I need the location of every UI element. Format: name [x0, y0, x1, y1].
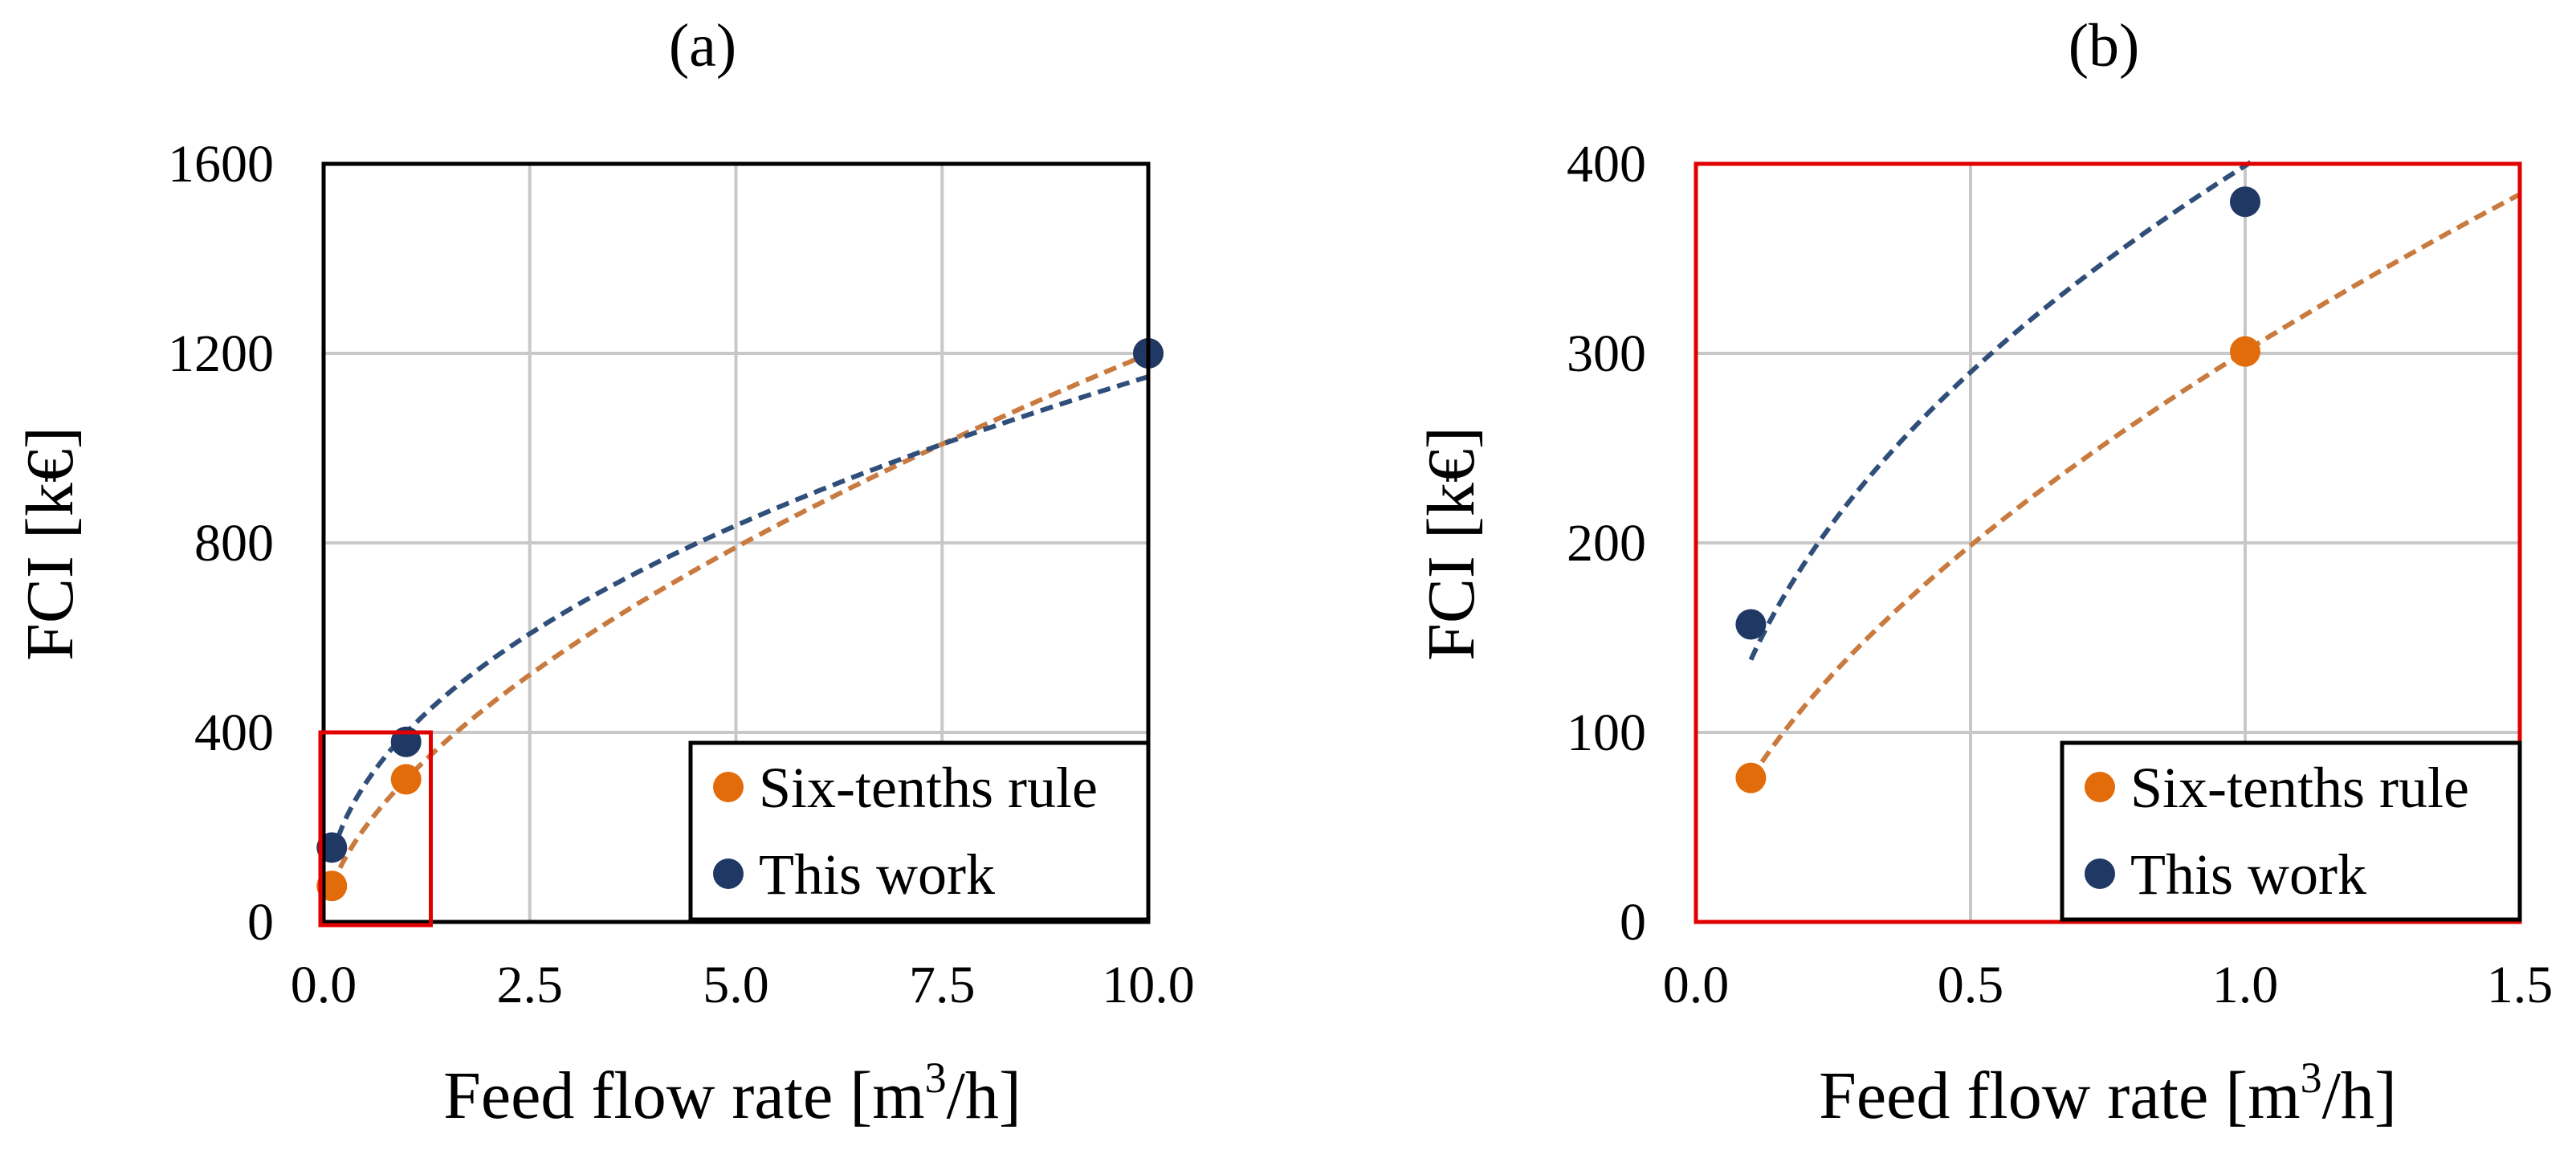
panel-b-x-axis-label-sup: 3	[2301, 1054, 2322, 1102]
panel-b-trendlines	[1748, 160, 2521, 781]
panel-b-legend-label-six-tenths: Six-tenths rule	[2130, 756, 2469, 820]
panel-a-x-axis-label-prefix: Feed flow rate [m	[443, 1058, 924, 1133]
panel-b-points	[1735, 186, 2260, 793]
panel-a-y-tick-label-1: 400	[194, 703, 274, 762]
panel-a-trendlines	[329, 352, 1150, 887]
panel-b-series-1-point-1	[2230, 186, 2260, 218]
panel-a-legend-label-six-tenths: Six-tenths rule	[759, 756, 1098, 820]
panel-b-x-tick-label-0: 0.0	[1663, 956, 1730, 1014]
chart-panel-a: 0.0 2.5 5.0 7.5 10.0 0 400 800 1200 1600 (a) FCI …	[13, 12, 1195, 1133]
panel-a-x-tick-label-4: 10.0	[1102, 956, 1195, 1014]
panel-a-legend: Six-tenths rule This work	[688, 740, 1151, 922]
panel-a-x-tick-label-2: 5.0	[703, 956, 769, 1014]
panel-b-legend: Six-tenths rule This work	[2060, 740, 2522, 922]
panel-a-x-axis-label-suffix: /h]	[947, 1058, 1021, 1133]
panel-b-legend-marker-this-work	[2085, 858, 2115, 889]
panel-a-series-0-point-1	[390, 764, 422, 795]
panel-a-title: (a)	[669, 12, 736, 80]
panel-a-x-tick-label-3: 7.5	[909, 956, 976, 1014]
panel-b-tick-labels: 0.0 0.5 1.0 1.5 0 100 200 300 400	[1567, 135, 2553, 1014]
panel-b-y-tick-label-1: 100	[1567, 703, 1646, 762]
panel-a-y-tick-label-3: 1200	[168, 324, 274, 383]
panel-b-x-axis-label-suffix: /h]	[2322, 1058, 2397, 1133]
panel-b-title: (b)	[2069, 12, 2140, 80]
panel-b-x-axis-label-prefix: Feed flow rate [m	[1819, 1058, 2300, 1133]
panel-b-plot-frame	[1694, 161, 2522, 924]
panel-b-y-tick-label-3: 300	[1567, 324, 1646, 383]
panel-a-legend-marker-this-work	[713, 858, 744, 889]
panel-a-x-axis-label-sup: 3	[925, 1054, 947, 1102]
panel-a-trendline-1	[329, 374, 1149, 858]
panel-b-series-0-point-0	[1735, 762, 1767, 793]
panel-b-y-tick-label-0: 0	[1620, 893, 1646, 952]
panel-a-plot-frame	[321, 161, 1151, 924]
chart-panel-b: 0.0 0.5 1.0 1.5 0 100 200 300 400 (b) FCI [k€] F…	[1414, 12, 2553, 1133]
panel-b-y-axis-label: FCI [k€]	[1414, 426, 1489, 661]
panel-b-y-tick-label-4: 400	[1567, 135, 1646, 194]
panel-b-y-tick-label-2: 200	[1567, 514, 1646, 573]
panel-b-legend-marker-six-tenths	[2085, 772, 2115, 802]
panel-b-trendline-1	[1748, 160, 2252, 661]
panel-a-legend-marker-six-tenths	[713, 772, 744, 802]
panel-a-x-tick-label-1: 2.5	[497, 956, 564, 1014]
panel-b-x-tick-label-1: 0.5	[1938, 956, 2004, 1014]
panel-a-y-tick-label-0: 0	[247, 893, 274, 952]
panel-a-tick-labels: 0.0 2.5 5.0 7.5 10.0 0 400 800 1200 1600	[168, 135, 1195, 1014]
panel-b-series-0-point-1	[2230, 336, 2260, 367]
panel-a-legend-box	[688, 740, 1151, 922]
panel-b-x-axis-label: Feed flow rate [m3/h]	[1819, 1054, 2397, 1133]
panel-a-x-tick-label-0: 0.0	[291, 956, 357, 1014]
panel-a-x-axis-label: Feed flow rate [m3/h]	[443, 1054, 1021, 1133]
panel-a-y-axis-label: FCI [k€]	[13, 426, 88, 661]
panel-b-legend-label-this-work: This work	[2130, 842, 2366, 907]
panel-b-legend-box	[2060, 740, 2522, 922]
panel-a-zoom-box	[318, 730, 434, 928]
panel-a-y-tick-label-2: 800	[194, 514, 274, 573]
panel-b-x-tick-label-3: 1.5	[2487, 956, 2554, 1014]
panel-b-x-tick-label-2: 1.0	[2212, 956, 2279, 1014]
panel-a-y-tick-label-4: 1600	[168, 135, 274, 194]
panel-a-legend-label-this-work: This work	[759, 842, 995, 907]
panel-b-series-1-point-0	[1735, 609, 1767, 640]
panel-b-trendline-0	[1748, 192, 2521, 781]
